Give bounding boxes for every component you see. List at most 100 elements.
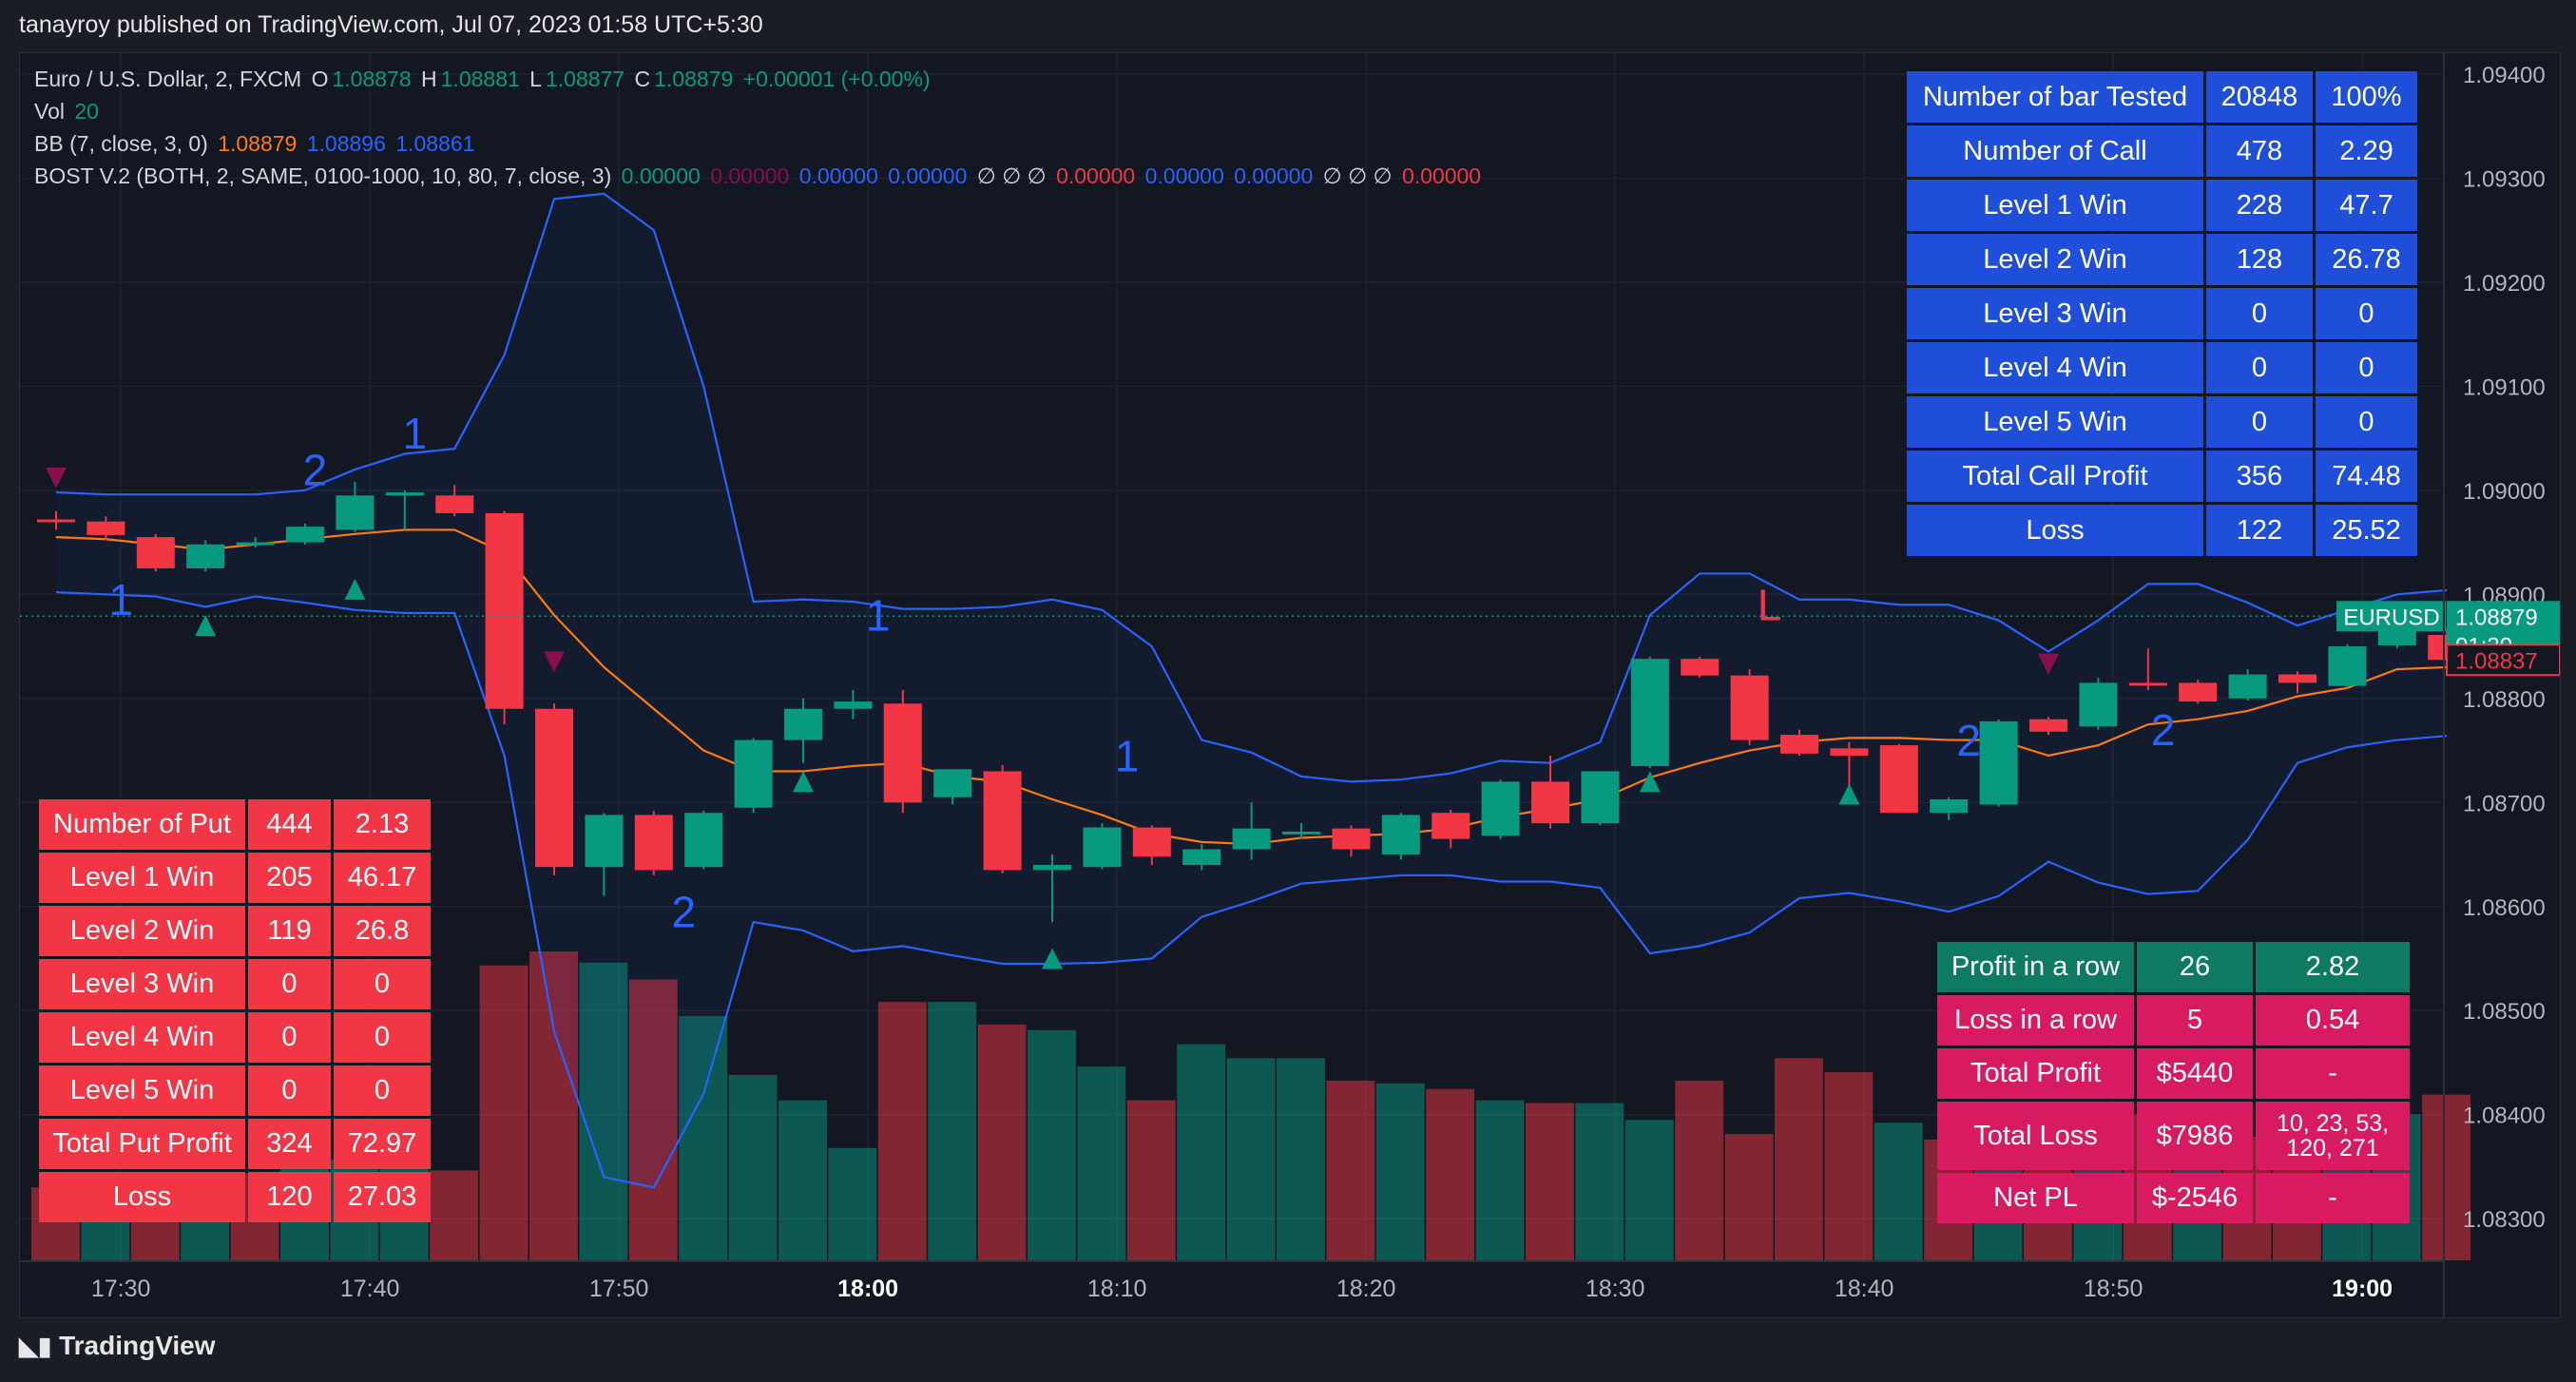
level-label: 1: [402, 409, 427, 458]
volume-bar: [679, 1015, 728, 1260]
level-label: 1: [866, 591, 891, 641]
bost-value-6: 0.00000: [1144, 163, 1224, 188]
call-table-cell: 47.7: [2316, 180, 2417, 231]
candle-body[interactable]: [236, 542, 275, 546]
candle-body[interactable]: [1232, 828, 1271, 850]
candle-body[interactable]: [1033, 864, 1071, 871]
candle-body[interactable]: [2079, 682, 2118, 727]
candle-body[interactable]: [883, 703, 922, 803]
bost-value-4: 0.00000: [888, 163, 968, 188]
put-table-cell: 0: [334, 959, 431, 1009]
candle-body[interactable]: [734, 739, 773, 808]
candle-body[interactable]: [37, 519, 75, 523]
candle-body[interactable]: [1630, 659, 1669, 766]
candle-body[interactable]: [1830, 748, 1869, 757]
put-table-cell: Level 3 Win: [39, 959, 245, 1009]
put-table-cell: 27.03: [334, 1172, 431, 1222]
call-table-row: Level 1 Win 228 47.7: [1907, 180, 2417, 231]
level-label: L: [1758, 581, 1782, 630]
volume-label[interactable]: Vol: [34, 99, 65, 124]
candle-body[interactable]: [2278, 674, 2316, 683]
candle-body[interactable]: [336, 495, 375, 530]
summary-table-cell: Total Profit: [1937, 1048, 2134, 1099]
candle-body[interactable]: [1132, 827, 1171, 857]
volume-bar: [1575, 1103, 1624, 1260]
candle-body[interactable]: [1282, 831, 1320, 835]
candle-body[interactable]: [535, 708, 573, 868]
candle-body[interactable]: [2228, 674, 2267, 699]
call-table-cell: Level 5 Win: [1907, 396, 2203, 448]
call-table-row: Level 3 Win 0 0: [1907, 288, 2417, 339]
call-table-cell: 478: [2206, 125, 2313, 177]
candle-body[interactable]: [2128, 682, 2167, 686]
candle-body[interactable]: [1083, 827, 1122, 868]
sell-signal-marker: [46, 467, 67, 489]
candle-body[interactable]: [1581, 771, 1620, 824]
candle-body[interactable]: [684, 813, 723, 868]
candle-body[interactable]: [1332, 828, 1371, 850]
candle-body[interactable]: [2328, 646, 2367, 686]
candle-body[interactable]: [834, 701, 873, 709]
summary-table-cell: 10, 23, 53, 120, 271: [2256, 1102, 2410, 1170]
candle-body[interactable]: [186, 544, 225, 568]
put-table-cell: Number of Put: [39, 799, 245, 850]
put-table-cell: 444: [248, 799, 331, 850]
bost-label[interactable]: BOST V.2 (BOTH, 2, SAME, 0100-1000, 10, …: [34, 163, 612, 188]
call-table-cell: Level 1 Win: [1907, 180, 2203, 231]
candle-body[interactable]: [1730, 675, 1769, 740]
candle-body[interactable]: [2029, 719, 2067, 732]
buy-signal-marker: [195, 615, 217, 637]
put-table-row: Total Put Profit 324 72.97: [39, 1119, 431, 1169]
candle-body[interactable]: [1780, 735, 1818, 754]
candle-body[interactable]: [1381, 815, 1420, 855]
candle-body[interactable]: [1182, 849, 1221, 865]
summary-table-cell: 26: [2137, 942, 2253, 992]
bost-value-7: 0.00000: [1234, 163, 1314, 188]
volume-bar: [1028, 1029, 1076, 1260]
open-label: O: [311, 67, 329, 91]
sell-signal-marker: [544, 651, 565, 673]
candle-body[interactable]: [1531, 781, 1569, 824]
bost-value-1: 0.00000: [621, 163, 701, 188]
symbol-name[interactable]: Euro / U.S. Dollar, 2, FXCM: [34, 67, 302, 91]
price-axis-label: 1.08600: [2463, 895, 2546, 921]
summary-table-cell: Net PL: [1937, 1173, 2134, 1223]
candle-body[interactable]: [2179, 682, 2218, 702]
candle-body[interactable]: [1879, 745, 1918, 814]
candle-body[interactable]: [435, 495, 474, 513]
call-table-cell: 122: [2206, 505, 2313, 556]
candle-body[interactable]: [2377, 629, 2416, 645]
time-axis-label: 18:50: [2084, 1276, 2143, 1302]
call-table-cell: 356: [2206, 451, 2313, 502]
candle-body[interactable]: [1930, 798, 1969, 814]
candle-body[interactable]: [1432, 813, 1471, 839]
tradingview-logo[interactable]: ◣▮ TradingView: [19, 1331, 216, 1361]
volume-bar: [1675, 1080, 1724, 1260]
summary-table-cell: -: [2256, 1173, 2410, 1223]
call-table-row: Loss 122 25.52: [1907, 505, 2417, 556]
call-table-cell: 0: [2316, 288, 2417, 339]
bost-value-8: 0.00000: [1401, 163, 1482, 188]
candle-body[interactable]: [1979, 720, 2018, 805]
put-table-row: Level 2 Win 119 26.8: [39, 906, 431, 956]
candle-body[interactable]: [933, 769, 972, 797]
candle-body[interactable]: [1481, 781, 1520, 836]
candle-body[interactable]: [784, 708, 822, 740]
volume-bar: [928, 1002, 977, 1260]
sell-signal-marker: [2038, 653, 2059, 675]
buy-signal-marker: [1639, 771, 1661, 793]
candle-body[interactable]: [1681, 659, 1720, 676]
put-table-cell: Level 4 Win: [39, 1012, 245, 1063]
candle-body[interactable]: [634, 815, 673, 871]
put-table-cell: 0: [248, 959, 331, 1009]
put-table-cell: 72.97: [334, 1119, 431, 1169]
candle-body[interactable]: [136, 537, 175, 568]
call-table-cell: 228: [2206, 180, 2313, 231]
candle-body[interactable]: [485, 512, 524, 709]
candle-body[interactable]: [286, 527, 324, 543]
candle-body[interactable]: [385, 492, 424, 496]
candle-body[interactable]: [983, 771, 1022, 871]
candle-body[interactable]: [585, 815, 624, 868]
candle-body[interactable]: [87, 521, 125, 535]
bb-label[interactable]: BB (7, close, 3, 0): [34, 131, 208, 156]
